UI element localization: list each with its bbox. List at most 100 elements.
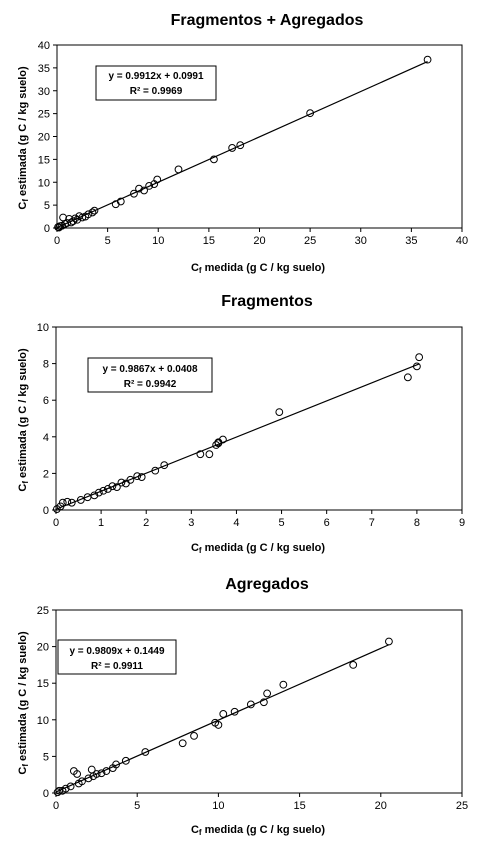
equation-box: y = 0.9809x + 0.1449 R² = 0.9911	[57, 639, 177, 675]
x-tick-label: 3	[188, 517, 194, 529]
y-tick-label: 8	[43, 359, 49, 371]
y-tick-label: 2	[43, 468, 49, 480]
data-point	[61, 784, 70, 793]
y-tick-label: 40	[38, 40, 50, 52]
data-point	[84, 210, 93, 219]
data-point	[116, 197, 125, 206]
equation-text: y = 0.9912x + 0.0991	[108, 71, 204, 82]
y-tick-label: 20	[37, 642, 49, 654]
data-point	[112, 760, 120, 769]
x-tick-label: 10	[152, 235, 164, 247]
data-point	[103, 485, 112, 493]
equation-text: y = 0.9809x + 0.1449	[69, 646, 165, 657]
chart-title: Fragmentos	[221, 293, 313, 310]
trendline	[55, 363, 420, 510]
y-tick-label: 0	[44, 223, 50, 235]
data-point	[178, 739, 187, 748]
data-point	[67, 498, 76, 507]
x-tick-label: 9	[459, 517, 465, 529]
y-tick-label: 35	[38, 63, 50, 75]
data-point	[97, 769, 106, 778]
data-point	[259, 698, 268, 707]
data-point	[66, 782, 75, 791]
plot-area: 0 5 10 15 20 25 0 5 10 15 20 25	[37, 605, 468, 812]
y-tick-label: 5	[44, 200, 50, 212]
data-point	[153, 175, 162, 184]
y-tick-label: 10	[38, 177, 50, 189]
plot-frame	[55, 326, 463, 511]
chart-fragmentos-agregados: 0 5 10 15 20 25 30 35 40 0 5 10 15 20 25 30 35 40 Fragmen…	[17, 12, 468, 275]
data-point	[133, 472, 142, 481]
data-point	[263, 689, 272, 698]
data-point	[137, 473, 146, 481]
x-tick-label: 6	[324, 517, 330, 529]
data-point	[279, 680, 288, 689]
data-point	[92, 770, 101, 778]
r2-text: R² = 0.9969	[130, 86, 183, 97]
data-point	[108, 482, 117, 491]
data-point	[99, 486, 108, 495]
data-point	[412, 362, 421, 371]
y-tick-label: 25	[37, 605, 49, 617]
data-point	[121, 756, 130, 765]
data-point	[236, 141, 245, 150]
x-tick-label: 8	[414, 517, 420, 529]
data-point	[135, 184, 143, 193]
x-tick-label: 10	[212, 800, 224, 812]
data-point	[140, 186, 148, 195]
chart-agregados: 0 5 10 15 20 25 0 5 10 15 20 25 Agregados Cf estima…	[17, 576, 468, 837]
x-tick-label: 0	[53, 800, 59, 812]
data-point	[90, 206, 99, 215]
plot-frame	[55, 609, 463, 794]
trendline	[56, 61, 428, 229]
plot-area: 0 1 2 3 4 5 6 7 8 9 0 2 4 6 8 10	[37, 322, 465, 529]
equation-text: y = 0.9867x + 0.0408	[102, 364, 198, 375]
data-point	[63, 497, 72, 506]
data-point	[126, 475, 135, 484]
x-tick-label: 5	[278, 517, 284, 529]
svg-text:Cf estimada (g C / kg suelo): Cf estimada (g C / kg suelo)	[17, 631, 30, 775]
data-point	[73, 770, 82, 778]
plot-area: 0 5 10 15 20 25 30 35 40 0 5 10 15 20 25 30 35 40	[38, 40, 468, 247]
data-point	[113, 483, 121, 492]
data-point	[230, 707, 239, 716]
x-tick-label: 15	[293, 800, 305, 812]
data-point	[117, 478, 126, 487]
data-point	[306, 109, 315, 118]
data-point	[349, 661, 358, 669]
x-tick-label: 35	[405, 235, 417, 247]
data-point	[58, 498, 67, 507]
y-tick-label: 10	[37, 322, 49, 334]
data-point	[385, 637, 393, 646]
y-tick-label: 0	[43, 788, 49, 800]
y-tick-label: 15	[37, 678, 49, 690]
x-tick-label: 0	[54, 235, 60, 247]
y-tick-label: 10	[37, 715, 49, 727]
y-axis-label: Cf estimada (g C / kg suelo)	[17, 66, 30, 210]
x-tick-label: 25	[456, 800, 468, 812]
data-point	[102, 767, 111, 775]
data-point	[160, 461, 169, 470]
chart-title: Fragmentos + Agregados	[171, 12, 364, 29]
data-point	[141, 748, 150, 756]
y-tick-label: 6	[43, 395, 49, 407]
data-point	[403, 373, 412, 382]
x-axis-label: Cf medida (g C / kg suelo)	[191, 542, 325, 555]
data-point	[73, 215, 82, 224]
data-point	[174, 165, 183, 174]
y-tick-label: 15	[38, 154, 50, 166]
data-point	[219, 710, 228, 718]
data-point	[228, 144, 237, 152]
trendline	[55, 644, 390, 793]
data-point	[78, 213, 87, 222]
x-tick-label: 5	[105, 235, 111, 247]
data-point	[246, 700, 255, 709]
data-point	[196, 450, 205, 459]
x-tick-label: 7	[369, 517, 375, 529]
data-point	[76, 496, 85, 504]
x-tick-label: 25	[304, 235, 316, 247]
y-tick-label: 5	[43, 751, 49, 763]
data-point	[210, 155, 218, 164]
svg-text:Cf estimada (g C / kg suelo): Cf estimada (g C / kg suelo)	[17, 348, 30, 492]
